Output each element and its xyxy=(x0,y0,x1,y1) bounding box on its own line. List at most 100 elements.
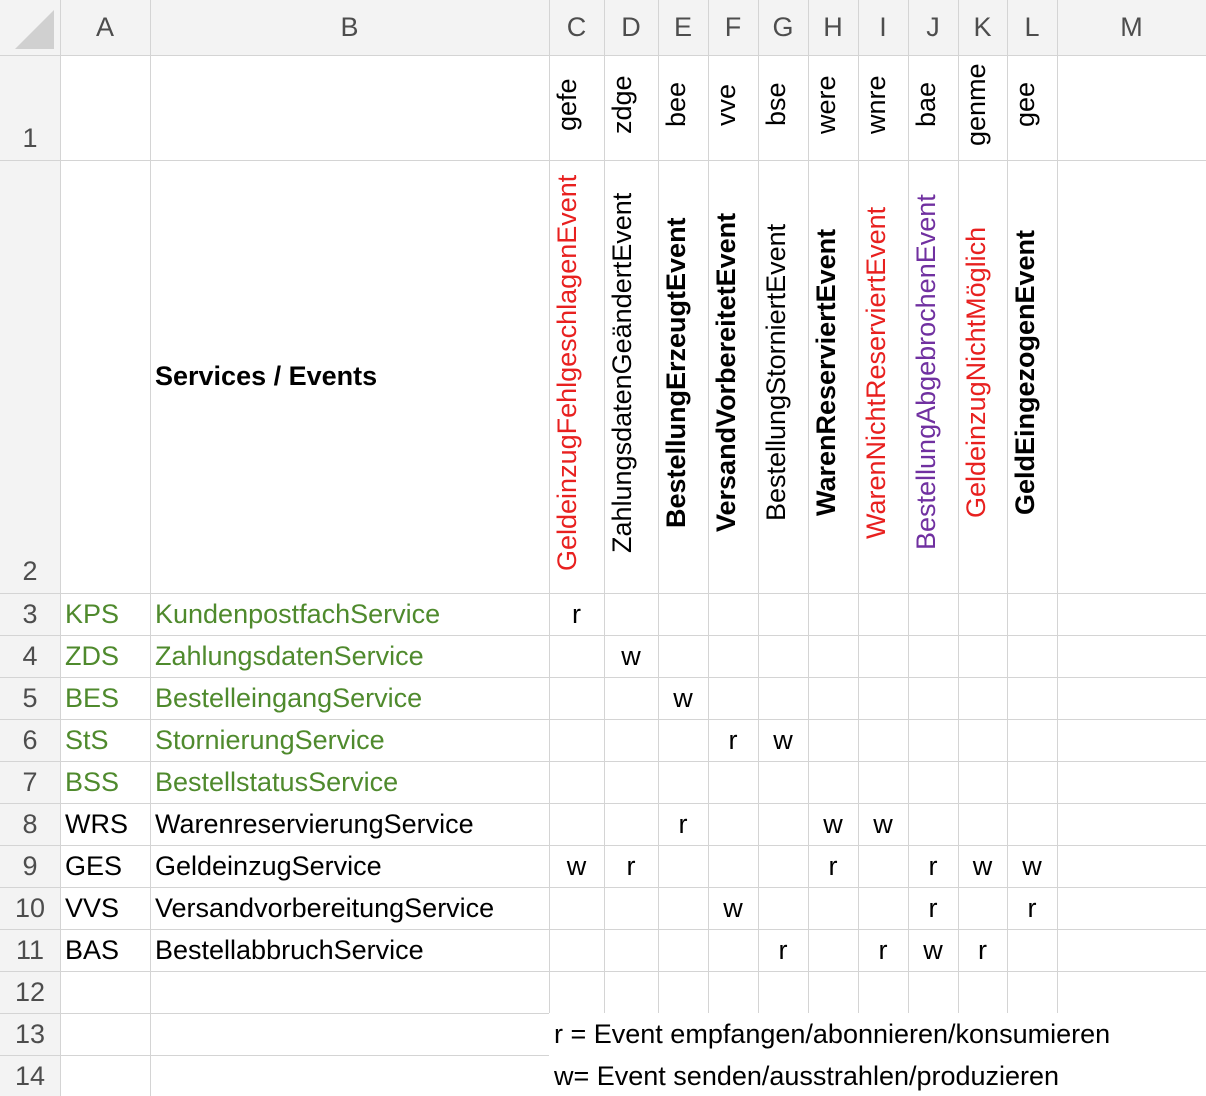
row-header-10[interactable]: 10 xyxy=(0,887,60,929)
service-name[interactable]: StornierungService xyxy=(155,724,385,755)
matrix-cell-read[interactable]: r xyxy=(928,850,938,881)
column-header-h[interactable]: H xyxy=(808,0,858,55)
row-header-12[interactable]: 12 xyxy=(0,971,60,1013)
event-name-5[interactable]: WarenReserviertEvent xyxy=(811,228,841,517)
event-abbr-genme[interactable]: genme xyxy=(961,63,991,146)
gridline-vertical xyxy=(150,0,151,1096)
gridline-vertical xyxy=(908,0,909,1096)
column-header-k[interactable]: K xyxy=(958,0,1007,55)
row-header-14[interactable]: 14 xyxy=(0,1055,60,1096)
row-header-13[interactable]: 13 xyxy=(0,1013,60,1055)
event-name-3[interactable]: VersandVorbereitetEvent xyxy=(711,212,741,533)
column-header-c[interactable]: C xyxy=(549,0,604,55)
service-abbr[interactable]: ZDS xyxy=(65,640,119,671)
event-abbr-bse[interactable]: bse xyxy=(761,82,791,127)
event-name-4[interactable]: BestellungStorniertEvent xyxy=(761,223,791,522)
service-name[interactable]: ZahlungsdatenService xyxy=(155,640,424,671)
row-header-8[interactable]: 8 xyxy=(0,803,60,845)
column-header-i[interactable]: I xyxy=(858,0,908,55)
gridline-horizontal xyxy=(0,845,1206,846)
row-header-6[interactable]: 6 xyxy=(0,719,60,761)
event-abbr-wnre[interactable]: wnre xyxy=(861,75,891,134)
matrix-cell-write[interactable]: w xyxy=(673,682,693,713)
matrix-cell-read[interactable]: r xyxy=(728,724,738,755)
column-header-e[interactable]: E xyxy=(658,0,708,55)
matrix-cell-read[interactable]: r xyxy=(626,850,636,881)
event-abbr-vve[interactable]: vve xyxy=(711,83,741,126)
matrix-cell-read[interactable]: r xyxy=(678,808,688,839)
matrix-cell-read[interactable]: r xyxy=(572,598,581,629)
row-header-3[interactable]: 3 xyxy=(0,593,60,635)
column-header-b[interactable]: B xyxy=(150,0,549,55)
event-abbr-were[interactable]: were xyxy=(811,75,841,134)
service-name[interactable]: BestellabbruchService xyxy=(155,934,424,965)
header-title-cell[interactable]: Services / Events xyxy=(155,361,378,391)
matrix-cell-write[interactable]: w xyxy=(621,640,641,671)
service-name[interactable]: GeldeinzugService xyxy=(155,850,382,881)
service-abbr[interactable]: KPS xyxy=(65,598,120,629)
matrix-cell-write[interactable]: w xyxy=(723,892,743,923)
service-abbr[interactable]: BAS xyxy=(65,934,120,965)
column-header-j[interactable]: J xyxy=(908,0,958,55)
row-header-9[interactable]: 9 xyxy=(0,845,60,887)
matrix-cell-write[interactable]: w xyxy=(1022,850,1042,881)
event-name-8[interactable]: GeldeinzugNichtMöglich xyxy=(961,226,991,519)
matrix-cell-read[interactable]: r xyxy=(978,934,987,965)
matrix-cell-write[interactable]: w xyxy=(972,850,993,881)
service-name[interactable]: KundenpostfachService xyxy=(155,598,441,629)
legend-write[interactable]: w= Event senden/ausstrahlen/produzieren xyxy=(549,1055,1206,1096)
matrix-cell-read[interactable]: r xyxy=(828,850,838,881)
row-header-4[interactable]: 4 xyxy=(0,635,60,677)
event-abbr-gefe[interactable]: gefe xyxy=(552,78,582,131)
row-header-1[interactable]: 1 xyxy=(0,55,60,160)
service-abbr[interactable]: GES xyxy=(65,850,123,881)
column-header-f[interactable]: F xyxy=(708,0,758,55)
matrix-cell-read[interactable]: r xyxy=(1027,892,1037,923)
service-abbr[interactable]: WRS xyxy=(65,808,128,839)
event-name-2[interactable]: BestellungErzeugtEvent xyxy=(661,217,691,528)
service-name[interactable]: WarenreservierungService xyxy=(155,808,474,839)
event-abbr-bae[interactable]: bae xyxy=(911,81,941,128)
column-header-m[interactable]: M xyxy=(1057,0,1206,55)
matrix-cell-write[interactable]: w xyxy=(923,934,943,965)
service-abbr[interactable]: StS xyxy=(65,724,109,755)
service-abbr[interactable]: BSS xyxy=(65,766,120,797)
event-abbr-gee[interactable]: gee xyxy=(1010,81,1040,128)
matrix-cell-write[interactable]: w xyxy=(773,724,793,755)
column-header-d[interactable]: D xyxy=(604,0,658,55)
column-header-l[interactable]: L xyxy=(1007,0,1057,55)
select-all-triangle-icon xyxy=(15,10,54,49)
service-abbr[interactable]: BES xyxy=(65,682,120,713)
matrix-cell-read[interactable]: r xyxy=(778,934,788,965)
gridline-vertical xyxy=(604,0,605,1096)
matrix-cell-write[interactable]: w xyxy=(823,808,843,839)
service-name[interactable]: VersandvorbereitungService xyxy=(155,892,495,923)
column-header-a[interactable]: A xyxy=(60,0,150,55)
select-all-corner[interactable] xyxy=(0,0,60,55)
matrix-cell-write[interactable]: w xyxy=(566,850,587,881)
event-name-0[interactable]: GeldeinzugFehlgeschlagenEvent xyxy=(552,174,582,571)
gridline-horizontal xyxy=(0,971,1206,972)
service-name[interactable]: BestellstatusService xyxy=(155,766,399,797)
event-abbr-zdge[interactable]: zdge xyxy=(607,75,637,134)
event-abbr-bee[interactable]: bee xyxy=(661,81,691,128)
row-header-2[interactable]: 2 xyxy=(0,160,60,593)
gridline-vertical xyxy=(808,0,809,1096)
legend-read[interactable]: r = Event empfangen/abonnieren/konsumier… xyxy=(549,1013,1206,1055)
gridline-vertical xyxy=(958,0,959,1096)
service-abbr[interactable]: VVS xyxy=(65,892,120,923)
row-header-11[interactable]: 11 xyxy=(0,929,60,971)
row-header-5[interactable]: 5 xyxy=(0,677,60,719)
event-name-1[interactable]: ZahlungsdatenGeändertEvent xyxy=(607,192,637,553)
row-header-7[interactable]: 7 xyxy=(0,761,60,803)
event-name-7[interactable]: BestellungAbgebrochenEvent xyxy=(911,194,941,551)
matrix-cell-read[interactable]: r xyxy=(928,892,938,923)
matrix-cell-read[interactable]: r xyxy=(878,934,888,965)
event-name-9[interactable]: GeldEingezogenEvent xyxy=(1010,229,1040,516)
gridline-horizontal xyxy=(0,160,1206,161)
event-name-6[interactable]: WarenNichtReserviertEvent xyxy=(861,206,891,539)
matrix-cell-write[interactable]: w xyxy=(873,808,893,839)
service-name[interactable]: BestelleingangService xyxy=(155,682,423,713)
column-header-g[interactable]: G xyxy=(758,0,808,55)
